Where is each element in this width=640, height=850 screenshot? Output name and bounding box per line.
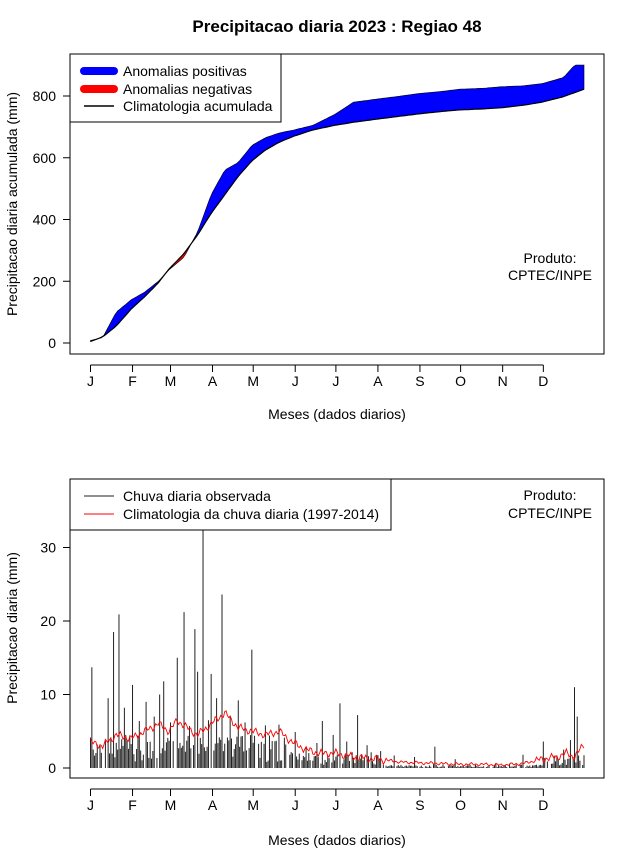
x-tick-label-bottom: S	[415, 797, 424, 813]
y-tick-label-bottom: 10	[40, 687, 56, 703]
x-tick-label-bottom: M	[165, 797, 177, 813]
x-tick-label-top: F	[128, 373, 137, 389]
climatology-daily-line	[90, 710, 585, 768]
x-tick-label-bottom: D	[538, 797, 548, 813]
legend-label-climatology-daily: Climatologia da chuva diaria (1997-2014)	[123, 506, 379, 522]
y-tick-label-top: 800	[33, 88, 57, 104]
product-source-bottom: CPTEC/INPE	[508, 505, 592, 521]
x-tick-label-top: J	[332, 373, 339, 389]
x-tick-label-top: N	[498, 373, 508, 389]
x-tick-label-top: M	[247, 373, 259, 389]
y-axis-bottom: 0 10 20 30	[40, 540, 71, 776]
legend-label-positive: Anomalias positivas	[123, 63, 247, 79]
y-tick-label-bottom: 0	[48, 760, 56, 776]
x-tick-label-bottom: J	[87, 797, 94, 813]
x-tick-label-top: S	[415, 373, 424, 389]
y-tick-label-bottom: 30	[40, 540, 56, 556]
x-tick-label-top: J	[292, 373, 299, 389]
product-label-bottom: Produto:	[524, 487, 577, 503]
x-tick-label-top: A	[208, 373, 218, 389]
x-tick-label-top: M	[165, 373, 177, 389]
x-tick-label-bottom: A	[208, 797, 218, 813]
x-tick-label-bottom: N	[498, 797, 508, 813]
product-label-top: Produto:	[524, 250, 577, 266]
x-tick-label-bottom: A	[373, 797, 383, 813]
x-tick-label-bottom: O	[455, 797, 466, 813]
x-tick-label-top: D	[538, 373, 548, 389]
legend-top: Anomalias positivas Anomalias negativas …	[69, 53, 282, 123]
x-tick-label-bottom: F	[128, 797, 137, 813]
x-axis-label-bottom: Meses (dados diarios)	[268, 832, 406, 848]
y-axis-label-bottom: Precipitacao diaria (mm)	[4, 552, 20, 704]
y-tick-label-top: 400	[33, 212, 57, 228]
x-tick-label-top: O	[455, 373, 466, 389]
legend-bottom: Chuva diaria observada Climatologia da c…	[69, 478, 392, 531]
y-tick-label-top: 0	[48, 335, 56, 351]
climatology-line	[90, 88, 585, 343]
observed-bars	[90, 527, 585, 768]
cumulative-chart: Precipitacao diaria 2023 : Regiao 48 0 20…	[4, 17, 605, 422]
legend-label-climatology: Climatologia acumulada	[123, 98, 273, 114]
x-tick-label-bottom: J	[292, 797, 299, 813]
y-tick-label-bottom: 20	[40, 613, 56, 629]
chart-title: Precipitacao diaria 2023 : Regiao 48	[192, 17, 481, 36]
product-source-top: CPTEC/INPE	[508, 267, 592, 283]
y-tick-label-top: 200	[33, 273, 57, 289]
legend-box-bottom	[69, 478, 392, 531]
daily-chart: 0 10 20 30 J F M A M J J A S O N D Meses (dados diario…	[4, 478, 605, 848]
y-axis-label-top: Precipitacao diaria acumulada (mm)	[4, 92, 20, 316]
x-tick-label-bottom: M	[247, 797, 259, 813]
legend-label-negative: Anomalias negativas	[123, 81, 252, 97]
y-axis-top: 0 200 400 600 800	[33, 88, 71, 351]
legend-label-observed: Chuva diaria observada	[123, 488, 271, 504]
y-tick-label-top: 600	[33, 150, 57, 166]
positive-anomaly-area	[101, 274, 164, 339]
x-tick-label-bottom: J	[332, 797, 339, 813]
x-tick-label-top: A	[373, 373, 383, 389]
x-tick-label-top: J	[87, 373, 94, 389]
x-axis-label-top: Meses (dados diarios)	[268, 406, 406, 422]
